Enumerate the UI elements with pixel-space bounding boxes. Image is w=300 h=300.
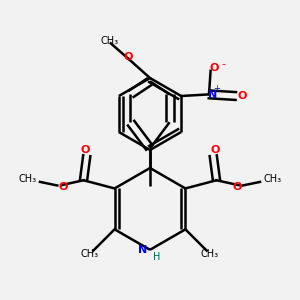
Text: CH₃: CH₃: [19, 174, 37, 184]
Text: O: O: [80, 145, 90, 155]
Text: O: O: [232, 182, 242, 192]
Text: O: O: [123, 52, 132, 62]
Text: O: O: [58, 182, 68, 192]
Text: H: H: [153, 252, 160, 262]
Text: N: N: [138, 245, 147, 255]
Text: CH₃: CH₃: [100, 36, 118, 46]
Text: O: O: [210, 63, 219, 73]
Text: CH₃: CH₃: [263, 174, 281, 184]
Text: CH₃: CH₃: [201, 249, 219, 259]
Text: CH₃: CH₃: [81, 249, 99, 259]
Text: O: O: [237, 91, 246, 101]
Text: +: +: [213, 84, 220, 93]
Text: -: -: [221, 58, 225, 69]
Text: O: O: [210, 145, 220, 155]
Text: N: N: [208, 90, 217, 100]
